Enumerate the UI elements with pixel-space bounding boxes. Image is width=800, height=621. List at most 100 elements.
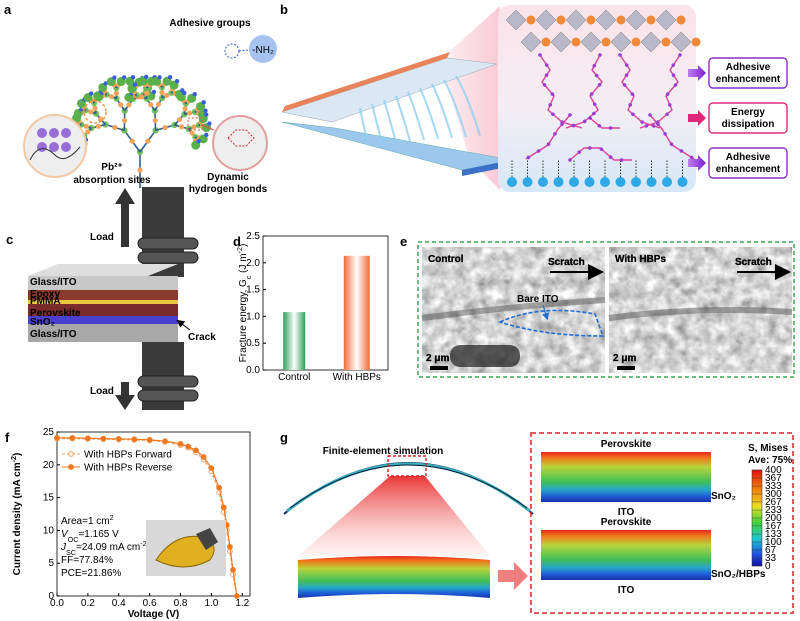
pb-site: [88, 109, 94, 115]
zoom-cone: [440, 6, 500, 190]
cation: [556, 15, 566, 25]
crack-arrow: [176, 319, 191, 331]
zoom-arrow: [201, 124, 215, 131]
fiber: [407, 91, 425, 141]
stack-layer: [28, 316, 178, 324]
pb-site: [112, 124, 118, 131]
y-tick-label: 10: [43, 525, 55, 536]
octahedron: [625, 9, 647, 31]
pb-site: [108, 93, 115, 100]
x-tick-label: 0.8: [174, 598, 188, 609]
annotation-part: 2: [110, 513, 114, 522]
colorbar-label: 100: [765, 537, 782, 548]
annotation: JSC=24.09 mA cm-2: [60, 539, 147, 557]
fiber: [371, 103, 383, 144]
fiber: [431, 83, 453, 139]
mechanism-text: dissipation: [722, 119, 775, 130]
colorbar-label: 267: [765, 497, 782, 508]
pb-site: [117, 102, 124, 108]
panel-label: c: [6, 232, 13, 247]
pin: [137, 375, 199, 388]
crack-label: Crack: [188, 332, 216, 343]
mechanism-box: [708, 57, 788, 89]
y-axis-label-part: ): [238, 244, 249, 247]
octahedron: [595, 9, 617, 31]
sem-title: Control: [428, 254, 464, 265]
panel-label: g: [280, 430, 288, 445]
panel-label: d: [233, 234, 241, 249]
sem-title: With HBPs: [615, 254, 666, 265]
polymer-node: [564, 53, 605, 130]
pb-site: [137, 167, 143, 173]
y-axis-label-part: (J m: [238, 253, 249, 275]
adhesive-group: [207, 121, 212, 126]
legend-marker: [68, 451, 74, 457]
adhesive-group: [112, 75, 117, 80]
colorbar-label: 233: [765, 505, 782, 516]
hbond-ring: [227, 129, 255, 147]
polymer-node: [538, 53, 584, 130]
substrate-atom: [538, 177, 548, 187]
data-point: [131, 436, 138, 443]
scratch-track: [421, 297, 606, 321]
pb-site: [159, 90, 165, 96]
plot-frame: [56, 431, 251, 597]
substrate-atom: [677, 177, 688, 187]
fiber: [419, 87, 439, 140]
mechanism-text: enhancement: [716, 74, 781, 85]
scratch-track: [608, 307, 793, 321]
y-tick-label: 0.5: [246, 338, 260, 349]
pb-sites: absorption sites: [73, 175, 151, 186]
y-axis-label-part: -2: [235, 247, 244, 253]
adhesive-group: [122, 75, 127, 80]
scratch-label: Scratch: [735, 257, 772, 268]
pb-ion: [49, 142, 59, 152]
adhesive-group: [174, 78, 180, 84]
zoom-circle: [83, 100, 107, 124]
green-group: [143, 95, 150, 102]
pb-ion: [37, 142, 47, 152]
fe-result: [541, 452, 711, 502]
substrate-atom: [569, 177, 579, 187]
layer-label: ITO: [618, 507, 635, 518]
adhesive-group: [201, 100, 206, 105]
stack-layer: [28, 300, 178, 304]
fe-result: [541, 530, 711, 580]
scale-bar: [430, 366, 448, 370]
load-label: Load: [90, 232, 114, 243]
substrate-atom: [631, 177, 641, 187]
data-point: [69, 435, 76, 441]
annotation-part: =24.09 mA cm: [76, 542, 140, 553]
y-tick-label: 5: [48, 558, 54, 569]
y-tick-label: 20: [43, 460, 55, 471]
cation: [616, 15, 626, 25]
panel-label: f: [5, 430, 10, 445]
colorbar-label: 400: [765, 465, 782, 476]
green-group: [113, 95, 120, 102]
pb-sites: Pb²⁺: [101, 162, 122, 173]
x-tick-label: Control: [278, 372, 310, 383]
data-point: [234, 593, 240, 599]
stack-layer: [28, 276, 178, 290]
annotation-part: SC: [66, 548, 76, 557]
y-tick-label: 15: [43, 493, 55, 504]
adhesive-groups: Adhesive groups: [169, 18, 251, 29]
layer-label: SnO₂/HBPs: [711, 569, 766, 580]
adhesive-group: [204, 132, 209, 138]
nh2-circle: [249, 35, 277, 63]
annotation-part: V: [61, 529, 69, 540]
cation: [526, 15, 536, 25]
scratch-label: Scratch: [548, 257, 585, 268]
y-tick-label: 2.5: [246, 231, 260, 242]
annotation-part: J: [60, 542, 67, 553]
pin: [137, 251, 199, 264]
layer-label: SnO₂: [30, 317, 55, 328]
data-point: [146, 437, 153, 443]
octahedron: [520, 31, 542, 53]
x-tick-label: 0.6: [143, 598, 157, 609]
upper-slab-top: [282, 52, 450, 112]
cation: [676, 15, 686, 25]
pb-site: [155, 101, 162, 107]
pb-site: [83, 123, 89, 129]
